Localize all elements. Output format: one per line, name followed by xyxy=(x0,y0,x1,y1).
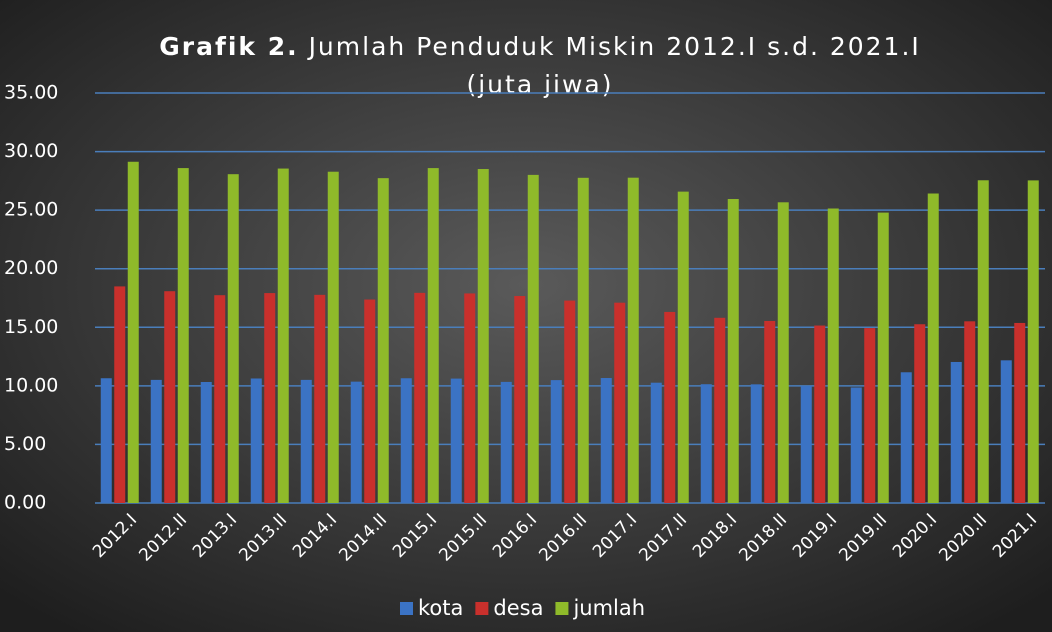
bar xyxy=(414,292,426,503)
bar xyxy=(814,325,826,503)
bar xyxy=(327,171,339,503)
bar xyxy=(864,328,876,503)
bar xyxy=(677,191,689,504)
bar xyxy=(577,177,589,503)
bar xyxy=(850,387,862,503)
bar xyxy=(564,300,576,503)
bar xyxy=(227,174,239,503)
bar xyxy=(127,161,139,503)
y-tick-label: 35.00 xyxy=(4,82,58,104)
bar xyxy=(500,381,512,503)
bar xyxy=(300,379,312,503)
bar xyxy=(164,291,176,503)
y-tick-label: 30.00 xyxy=(4,140,58,162)
bar xyxy=(627,177,639,504)
bar xyxy=(900,372,912,503)
bar xyxy=(964,321,976,503)
bar xyxy=(177,168,189,504)
bar xyxy=(264,293,276,503)
chart-subtitle: (juta jiwa) xyxy=(466,70,613,99)
y-tick-label: 10.00 xyxy=(4,374,58,396)
bar xyxy=(277,168,289,504)
bar xyxy=(1027,180,1039,504)
bar xyxy=(427,168,439,504)
bar xyxy=(827,208,839,503)
bar xyxy=(750,384,762,503)
legend-label: desa xyxy=(493,596,543,620)
bar xyxy=(150,379,162,503)
bar xyxy=(1000,360,1012,503)
bar xyxy=(877,212,889,504)
bar xyxy=(377,178,389,504)
bar xyxy=(950,361,962,503)
bar xyxy=(714,317,726,503)
legend-swatch xyxy=(475,602,489,615)
bar xyxy=(400,378,412,503)
bar xyxy=(800,385,812,503)
bar xyxy=(1014,322,1026,503)
bar xyxy=(777,202,789,503)
bar xyxy=(250,378,262,503)
title-prefix: Grafik 2. xyxy=(159,32,298,61)
bar xyxy=(464,293,476,503)
legend-label: jumlah xyxy=(572,596,645,620)
bar xyxy=(100,378,112,503)
bar xyxy=(664,311,676,503)
bar xyxy=(727,199,739,503)
bar xyxy=(200,381,212,503)
legend-swatch xyxy=(555,602,569,615)
bar xyxy=(977,180,989,503)
bar xyxy=(614,302,626,503)
bar xyxy=(514,296,526,503)
y-tick-label: 25.00 xyxy=(4,199,58,221)
bar xyxy=(214,295,226,503)
bar xyxy=(114,286,126,503)
bar xyxy=(364,299,376,503)
bar xyxy=(350,381,362,503)
bar xyxy=(600,378,612,503)
bar xyxy=(764,320,776,503)
bar xyxy=(700,384,712,503)
y-tick-label: 20.00 xyxy=(4,257,58,279)
y-tick-label: 15.00 xyxy=(4,316,58,338)
chart-title: Grafik 2. Jumlah Penduduk Miskin 2012.I … xyxy=(159,32,921,61)
legend-swatch xyxy=(400,602,413,615)
bar xyxy=(550,380,562,503)
bar xyxy=(450,378,462,503)
title-text: Jumlah Penduduk Miskin 2012.I s.d. 2021.… xyxy=(307,32,921,61)
legend-label: kota xyxy=(418,596,463,620)
y-tick-label: 0.00 xyxy=(4,492,46,514)
bar xyxy=(314,294,326,503)
bar xyxy=(927,193,939,503)
bar xyxy=(650,382,662,503)
bar xyxy=(527,174,539,503)
bar xyxy=(477,169,489,504)
y-tick-label: 5.00 xyxy=(4,433,46,455)
bar xyxy=(914,324,926,503)
